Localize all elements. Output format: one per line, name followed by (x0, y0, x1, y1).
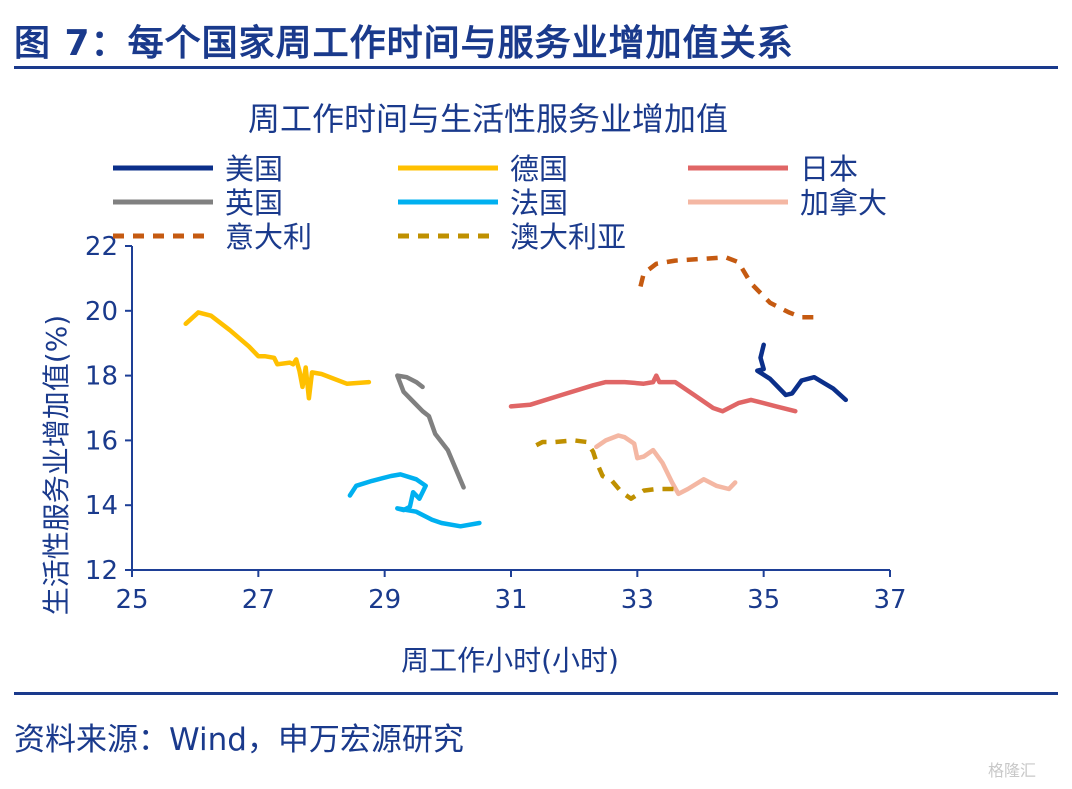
chart: 周工作时间与生活性服务业增加值 周工作小时(小时) 生活性服务业增加值(%) 1… (40, 100, 907, 677)
series-line (508, 373, 798, 414)
plot-area (183, 255, 849, 529)
source-note: 资料来源：Wind，申万宏源研究 (14, 722, 464, 758)
y-tick-label: 20 (85, 297, 118, 327)
x-tick-label: 29 (368, 585, 401, 615)
series-line (594, 433, 738, 497)
series-line (755, 342, 849, 403)
legend-label: 澳大利亚 (510, 220, 626, 254)
x-tick-label: 35 (747, 585, 780, 615)
x-tick-label: 25 (115, 585, 148, 615)
legend-label: 英国 (225, 186, 283, 220)
legend-label: 德国 (510, 152, 568, 186)
legend-label: 法国 (510, 186, 568, 220)
y-tick-label: 18 (85, 362, 118, 392)
y-axis-label: 生活性服务业增加值(%) (40, 315, 73, 615)
y-tick-label: 14 (85, 491, 118, 521)
legend-label: 日本 (800, 152, 858, 186)
legend-label: 美国 (225, 152, 283, 186)
x-tick-label: 27 (242, 585, 275, 615)
legend-label: 意大利 (225, 220, 312, 254)
top-divider (14, 66, 1058, 69)
x-axis-label: 周工作小时(小时) (401, 644, 619, 677)
legend-label: 加拿大 (800, 186, 887, 220)
x-tick-label: 31 (494, 585, 527, 615)
y-tick-label: 22 (85, 232, 118, 262)
series-line (347, 472, 482, 529)
y-tick-label: 12 (85, 556, 118, 586)
y-tick-label: 16 (85, 426, 118, 456)
x-tick-label: 33 (621, 585, 654, 615)
watermark: 格隆汇 (988, 761, 1037, 780)
x-tick-label: 37 (873, 585, 906, 615)
figure-title: 图 7：每个国家周工作时间与服务业增加值关系 (14, 23, 794, 64)
chart-title: 周工作时间与生活性服务业增加值 (248, 100, 728, 138)
series-line (535, 438, 676, 501)
series-line (183, 310, 372, 401)
bottom-divider (14, 692, 1058, 695)
series-line (638, 255, 821, 320)
series-line (395, 373, 466, 490)
axes: 12 14 16 18 20 22 25 27 29 31 33 35 37 (85, 232, 907, 615)
